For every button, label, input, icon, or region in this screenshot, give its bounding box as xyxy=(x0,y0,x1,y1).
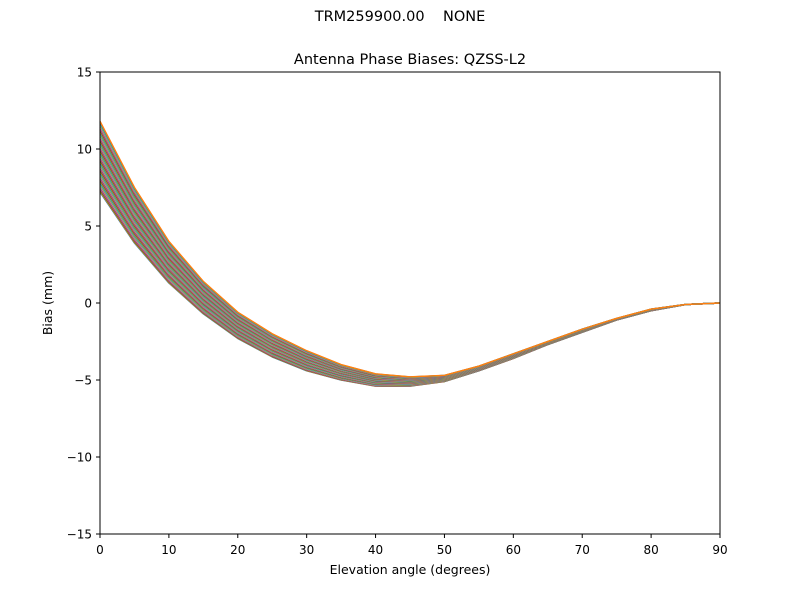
series-line xyxy=(99,136,721,380)
x-tick-label: 90 xyxy=(712,543,727,557)
series-line xyxy=(99,125,721,379)
series-line xyxy=(99,123,721,379)
series-line xyxy=(99,129,721,379)
series-line xyxy=(99,135,721,380)
y-tick-label: −5 xyxy=(74,374,92,388)
x-tick-label: 50 xyxy=(437,543,452,557)
x-tick-label: 0 xyxy=(96,543,104,557)
series-line xyxy=(99,147,721,382)
figure-suptitle: TRM259900.00 NONE xyxy=(314,9,486,25)
series-line xyxy=(99,126,721,379)
x-tick-label: 20 xyxy=(230,543,245,557)
series-line xyxy=(99,142,721,381)
series-line xyxy=(99,143,721,381)
series-line xyxy=(99,150,721,382)
y-tick-label: −15 xyxy=(67,528,92,542)
series-line xyxy=(99,141,721,381)
series-line xyxy=(99,145,721,381)
x-axis-label: Elevation angle (degrees) xyxy=(330,562,491,577)
y-tick-label: 10 xyxy=(77,143,92,157)
series-line xyxy=(99,139,721,381)
x-tick-label: 10 xyxy=(161,543,176,557)
series-line xyxy=(99,132,721,380)
series-line xyxy=(99,131,721,380)
y-tick-label: −10 xyxy=(67,451,92,465)
series-line xyxy=(99,149,721,382)
series-line xyxy=(99,140,721,381)
series-line xyxy=(99,154,721,383)
series-line xyxy=(99,137,721,380)
series-line xyxy=(99,153,721,382)
series-line xyxy=(99,138,721,381)
y-tick-label: 5 xyxy=(84,220,92,234)
x-tick-label: 70 xyxy=(575,543,590,557)
x-tick-label: 40 xyxy=(368,543,383,557)
y-tick-label: 0 xyxy=(84,297,92,311)
series-line xyxy=(99,127,721,379)
series-line xyxy=(99,120,721,378)
x-tick-label: 30 xyxy=(299,543,314,557)
series-layer xyxy=(99,120,721,387)
series-line xyxy=(99,121,721,378)
x-tick-label: 80 xyxy=(643,543,658,557)
y-axis: −15 −10 −5 0 5 10 15 xyxy=(67,66,100,542)
y-tick-label: 15 xyxy=(77,66,92,80)
series-line xyxy=(99,128,721,379)
series-line xyxy=(99,152,721,382)
series-line xyxy=(99,144,721,381)
series-line xyxy=(99,130,721,379)
x-tick-label: 60 xyxy=(506,543,521,557)
chart-title: Antenna Phase Biases: QZSS-L2 xyxy=(294,52,526,68)
series-line xyxy=(99,151,721,382)
y-axis-label: Bias (mm) xyxy=(40,271,55,335)
series-line xyxy=(99,133,721,380)
x-axis: 0 10 20 30 40 50 60 70 80 90 xyxy=(96,534,728,557)
series-line xyxy=(99,124,721,379)
series-line xyxy=(99,146,721,382)
series-line xyxy=(99,148,721,382)
series-line xyxy=(99,134,721,380)
series-line xyxy=(99,122,721,378)
